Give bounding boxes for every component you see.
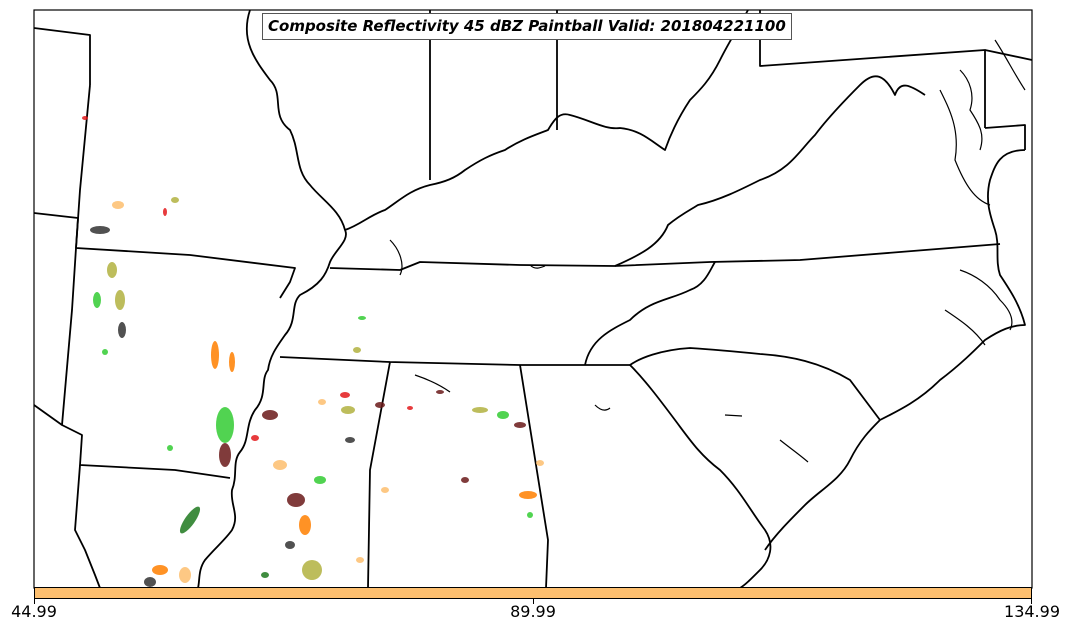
colorbar xyxy=(34,587,1032,599)
map-frame xyxy=(33,9,1033,589)
map-title: Composite Reflectivity 45 dBZ Paintball … xyxy=(262,13,792,40)
colorbar-tick-label-0: 44.99 xyxy=(11,602,57,621)
colorbar-tick-label-1: 89.99 xyxy=(510,602,556,621)
reflectivity-paintballs xyxy=(82,116,544,587)
colorbar-tick-label-2: 134.99 xyxy=(1004,602,1060,621)
state-boundaries xyxy=(33,9,1033,589)
coastline-details xyxy=(389,39,1026,463)
